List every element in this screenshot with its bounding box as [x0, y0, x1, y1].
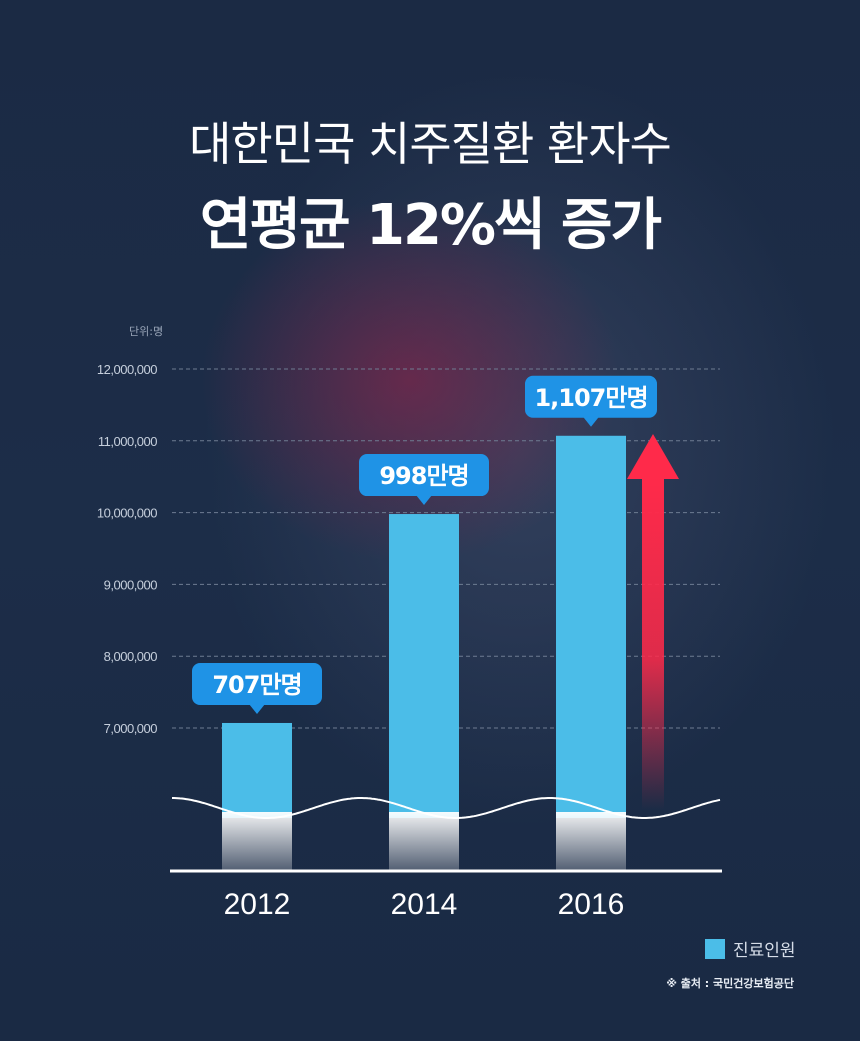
source-note: ※ 출처 : 국민건강보험공단 [666, 977, 794, 990]
bar-2012 [222, 722, 292, 818]
y-tick-label-5: 12,000,000 [97, 362, 157, 377]
unit-label: 단위:명 [129, 325, 164, 338]
bar-base-2012 [222, 812, 292, 870]
bar-2016 [556, 435, 626, 818]
legend-swatch [705, 938, 725, 959]
y-tick-label-2: 9,000,000 [104, 577, 158, 592]
bar-2014 [389, 514, 459, 818]
callout-box [192, 662, 322, 705]
callout-pointer [583, 416, 599, 427]
callout-text: 1,107만명 [534, 384, 647, 412]
x-tick-label-2016: 2016 [558, 888, 625, 921]
callout-text: 707만명 [212, 671, 301, 699]
y-tick-label-4: 11,000,000 [98, 434, 157, 449]
trend-arrow-shaft [642, 478, 664, 810]
x-tick-label-2012: 2012 [224, 888, 291, 921]
trend-arrow-head [627, 434, 679, 479]
title-line-1: 대한민국 치주질환 환자수 [189, 117, 672, 171]
bar-base-2016 [556, 812, 626, 870]
legend-label: 진료인원 [733, 941, 796, 961]
x-tick-label-2014: 2014 [391, 888, 458, 921]
data-label-2012: 707만명 [192, 662, 322, 714]
callout-box [525, 375, 657, 418]
data-label-2016: 1,107만명 [525, 375, 657, 427]
axis-break-wave [172, 797, 721, 819]
legend: 진료인원 [705, 936, 796, 961]
y-tick-label-3: 10,000,000 [97, 506, 157, 521]
callout-text: 998만명 [379, 462, 468, 490]
y-tick-label-0: 7,000,000 [104, 721, 158, 736]
data-label-2014: 998만명 [359, 454, 489, 506]
bar-base-2014 [389, 812, 459, 870]
callout-pointer [416, 495, 432, 506]
y-tick-label-1: 8,000,000 [104, 649, 158, 664]
callout-box [359, 454, 489, 497]
callout-pointer [249, 703, 265, 714]
title-line-2: 연평균 12%씩 증가 [199, 193, 662, 258]
